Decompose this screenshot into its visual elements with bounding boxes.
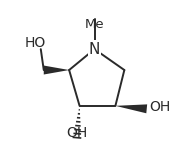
Text: OH: OH (150, 100, 171, 114)
Polygon shape (44, 66, 69, 74)
Polygon shape (115, 104, 147, 113)
Text: N: N (89, 42, 100, 57)
Text: OH: OH (66, 126, 87, 140)
Text: HO: HO (24, 36, 46, 50)
Text: Me: Me (85, 18, 104, 31)
